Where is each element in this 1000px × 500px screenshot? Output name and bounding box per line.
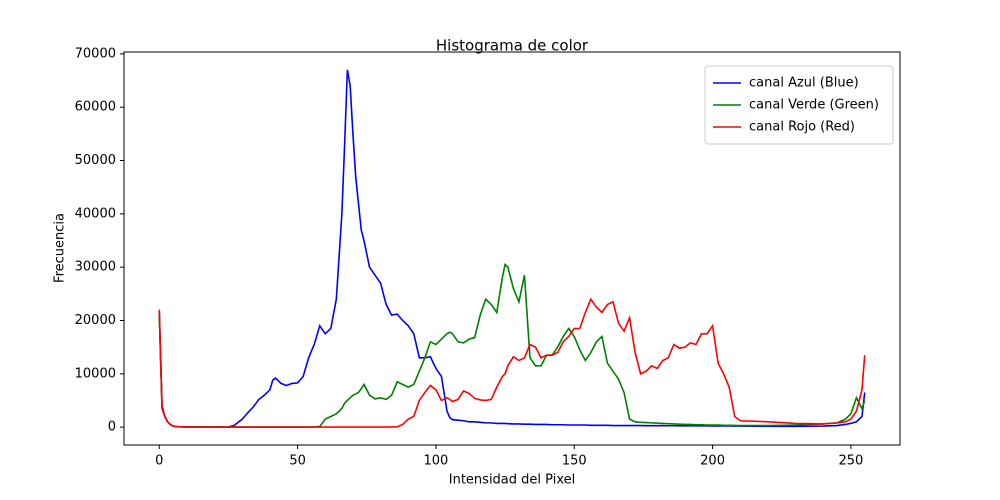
- y-tick-label: 0: [108, 420, 116, 435]
- x-tick-label: 100: [424, 454, 449, 469]
- legend-label: canal Rojo (Red): [749, 120, 855, 135]
- y-tick-label: 30000: [75, 260, 116, 275]
- y-tick-label: 60000: [75, 100, 116, 115]
- legend-box: [704, 65, 894, 145]
- x-tick-label: 50: [289, 454, 306, 469]
- legend-label: canal Azul (Blue): [749, 76, 859, 91]
- x-tick-label: 200: [700, 454, 725, 469]
- legend-label: canal Verde (Green): [749, 98, 879, 113]
- y-tick-label: 10000: [75, 366, 116, 381]
- y-tick-label: 20000: [75, 313, 116, 328]
- plot-frame: [123, 51, 901, 446]
- y-axis-label: Frecuencia: [53, 213, 68, 283]
- line-series: [158, 69, 866, 428]
- x-axis-label: Intensidad del Pixel: [449, 473, 575, 488]
- x-tick-label: 0: [155, 454, 163, 469]
- line-series: [158, 297, 866, 428]
- y-tick-label: 50000: [75, 153, 116, 168]
- chart-title: Histograma de color: [436, 37, 589, 55]
- x-tick-label: 250: [838, 454, 863, 469]
- x-tick-label: 150: [562, 454, 587, 469]
- y-tick-label: 70000: [75, 46, 116, 61]
- line-series: [158, 262, 866, 428]
- y-tick-label: 40000: [75, 206, 116, 221]
